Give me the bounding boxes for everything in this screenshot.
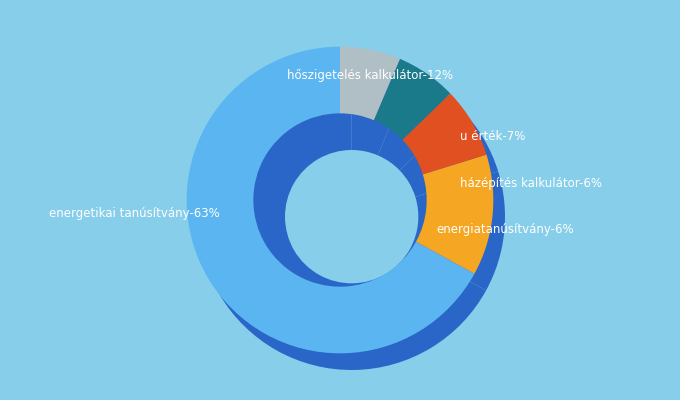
Wedge shape: [374, 59, 450, 140]
Text: energetikai tanúsítvány-63%: energetikai tanúsítvány-63%: [49, 207, 220, 220]
Wedge shape: [199, 63, 486, 370]
Text: hőszigetelés kalkulátor-12%: hőszigetelés kalkulátor-12%: [287, 68, 453, 82]
Wedge shape: [377, 76, 462, 170]
Text: energiatanúsítvány-6%: energiatanúsítvány-6%: [437, 224, 575, 236]
Wedge shape: [400, 110, 498, 197]
Wedge shape: [410, 171, 505, 290]
Text: u érték-7%: u érték-7%: [460, 130, 526, 143]
Wedge shape: [340, 47, 400, 120]
Wedge shape: [187, 47, 475, 353]
Wedge shape: [403, 94, 486, 174]
Wedge shape: [352, 63, 411, 155]
Wedge shape: [416, 154, 493, 274]
Text: házépítés kalkulátor-6%: házépítés kalkulátor-6%: [460, 177, 602, 190]
